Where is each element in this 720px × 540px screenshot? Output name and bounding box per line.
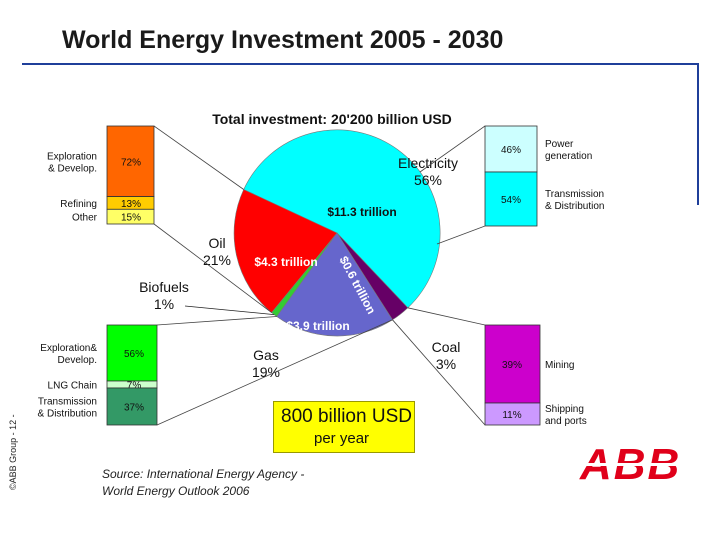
breakdown-bar-oil-1 <box>106 125 155 197</box>
annual-investment-callout: 800 billion USD per year <box>273 401 415 453</box>
breakdown-label-oil-1-line1: Exploration <box>47 151 97 162</box>
breakdown-label-electricity-2-line2: & Distribution <box>545 201 604 212</box>
slice-percent-electricity: 56% <box>414 172 442 188</box>
breakdown-value-electricity-2: 54% <box>501 195 521 206</box>
coal-connector-bottom <box>392 319 486 426</box>
source-line-1: Source: International Energy Agency - <box>102 467 305 481</box>
frame-divider <box>697 63 699 205</box>
breakdown-label-gas-3-line1: Transmission <box>38 397 97 408</box>
breakdown-label-coal-2-line1: Shipping <box>545 404 584 415</box>
biofuels-leader-line <box>184 305 275 315</box>
pie-slice-gas <box>276 232 393 337</box>
breakdown-label-gas-1-line2: Develop. <box>58 355 97 366</box>
breakdown-label-gas-3-line2: & Distribution <box>38 409 97 420</box>
title-divider <box>22 63 698 65</box>
slice-value-gas: $3.9 trillion <box>286 319 349 333</box>
breakdown-label-coal-2-line2: and ports <box>545 416 587 427</box>
breakdown-label-electricity-2-line1: Transmission <box>545 189 604 200</box>
oil-connector-top <box>153 125 244 190</box>
breakdown-value-electricity-1: 46% <box>501 145 521 156</box>
coal-connector-top <box>407 307 486 326</box>
electricity-connector-top <box>419 125 486 173</box>
source-citation: Source: International Energy Agency - Wo… <box>102 466 304 500</box>
gas-connector-bottom <box>156 319 393 426</box>
breakdown-label-oil-1-line2: & Develop. <box>48 163 97 174</box>
breakdown-label-gas-1-line1: Exploration& <box>40 343 97 354</box>
source-line-2: World Energy Outlook 2006 <box>102 484 250 498</box>
breakdown-value-coal-2: 11% <box>502 410 521 421</box>
copyright-note: ©ABB Group - 12 - <box>8 414 18 490</box>
breakdown-bar-electricity-2 <box>484 171 538 227</box>
slice-percent-coal: 3% <box>436 356 456 372</box>
breakdown-label-electricity-1-line1: Power <box>545 139 574 150</box>
slice-percent-oil: 21% <box>203 252 231 268</box>
pie-slice-oil <box>233 189 338 314</box>
slice-percent-biofuels: 1% <box>154 296 174 312</box>
slice-label-oil: Oil <box>208 235 225 251</box>
breakdown-bar-gas-3 <box>106 387 158 426</box>
gas-connector-top <box>156 316 277 326</box>
breakdown-label-electricity-1-line2: generation <box>545 151 592 162</box>
breakdown-bar-coal-2 <box>484 402 541 426</box>
breakdown-bar-gas-1 <box>106 324 158 382</box>
slice-value-oil: $4.3 trillion <box>254 255 317 269</box>
breakdown-label-oil-3: Other <box>72 213 98 224</box>
breakdown-value-gas-1: 56% <box>124 349 144 360</box>
abb-logo: ABB <box>575 440 686 489</box>
breakdown-value-gas-3: 37% <box>124 403 144 414</box>
oil-connector-bottom <box>153 223 272 313</box>
breakdown-label-coal-1: Mining <box>545 360 574 371</box>
electricity-connector-bottom <box>436 225 486 245</box>
breakdown-value-oil-2: 13% <box>121 199 141 210</box>
slice-label-gas: Gas <box>253 347 279 363</box>
breakdown-value-coal-1: 39% <box>502 360 522 371</box>
breakdown-bar-electricity-1 <box>484 125 538 173</box>
chart-title: Total investment: 20'200 billion USD <box>212 111 452 127</box>
slice-label-electricity: Electricity <box>398 155 458 171</box>
slice-label-biofuels: Biofuels <box>139 279 189 295</box>
breakdown-value-oil-3: 15% <box>121 213 141 224</box>
annual-investment-period: per year <box>314 430 370 447</box>
slice-label-coal: Coal <box>432 339 461 355</box>
breakdown-label-oil-2: Refining <box>60 199 97 210</box>
pie-slice-electricity <box>243 129 441 309</box>
breakdown-bar-oil-3 <box>106 208 155 225</box>
breakdown-value-oil-1: 72% <box>121 157 141 168</box>
breakdown-bar-coal-1 <box>484 324 541 404</box>
slice-value-electricity: $11.3 trillion <box>327 205 396 219</box>
annual-investment-amount: 800 billion USD <box>281 406 412 427</box>
slice-percent-gas: 19% <box>252 364 280 380</box>
breakdown-value-gas-2: 7% <box>127 381 142 392</box>
page-title: World Energy Investment 2005 - 2030 <box>62 26 504 54</box>
breakdown-label-gas-2: LNG Chain <box>48 381 97 392</box>
